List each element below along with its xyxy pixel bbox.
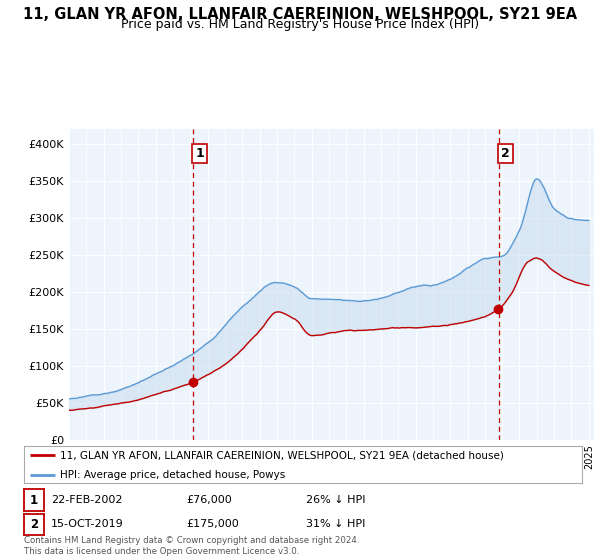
- Text: 26% ↓ HPI: 26% ↓ HPI: [306, 495, 365, 505]
- Text: Contains HM Land Registry data © Crown copyright and database right 2024.
This d: Contains HM Land Registry data © Crown c…: [24, 536, 359, 556]
- Text: 1: 1: [30, 493, 38, 507]
- Text: 2: 2: [501, 147, 510, 160]
- Text: £175,000: £175,000: [186, 519, 239, 529]
- Text: 2: 2: [30, 517, 38, 531]
- Text: HPI: Average price, detached house, Powys: HPI: Average price, detached house, Powy…: [60, 470, 286, 479]
- Text: 11, GLAN YR AFON, LLANFAIR CAEREINION, WELSHPOOL, SY21 9EA: 11, GLAN YR AFON, LLANFAIR CAEREINION, W…: [23, 7, 577, 22]
- Text: Price paid vs. HM Land Registry's House Price Index (HPI): Price paid vs. HM Land Registry's House …: [121, 18, 479, 31]
- Text: 11, GLAN YR AFON, LLANFAIR CAEREINION, WELSHPOOL, SY21 9EA (detached house): 11, GLAN YR AFON, LLANFAIR CAEREINION, W…: [60, 450, 504, 460]
- Text: 15-OCT-2019: 15-OCT-2019: [51, 519, 124, 529]
- Text: £76,000: £76,000: [186, 495, 232, 505]
- Text: 22-FEB-2002: 22-FEB-2002: [51, 495, 122, 505]
- Text: 1: 1: [195, 147, 204, 160]
- Text: 31% ↓ HPI: 31% ↓ HPI: [306, 519, 365, 529]
